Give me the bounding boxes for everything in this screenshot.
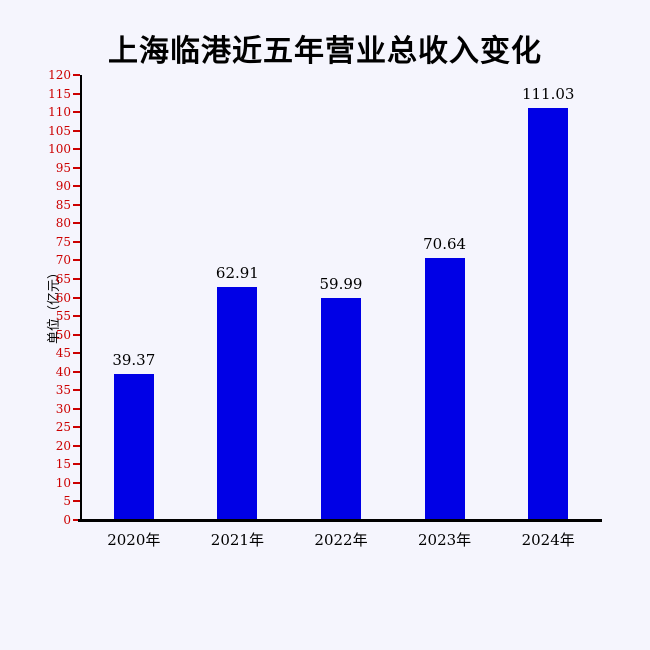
bar-value-label: 111.03 bbox=[521, 85, 575, 104]
y-tick-label: 45 bbox=[55, 346, 71, 361]
y-tick-label: 95 bbox=[55, 160, 71, 175]
y-tick-label: 120 bbox=[48, 68, 71, 82]
y-tick-mark bbox=[73, 259, 80, 262]
bar bbox=[528, 108, 569, 520]
y-tick-label: 65 bbox=[55, 271, 71, 286]
y-tick-label: 55 bbox=[55, 309, 71, 324]
y-tick-mark bbox=[73, 203, 80, 206]
y-tick-label: 75 bbox=[55, 234, 71, 249]
y-tick-label: 90 bbox=[55, 179, 71, 194]
y-tick-label: 85 bbox=[55, 197, 71, 212]
y-tick-label: 20 bbox=[55, 438, 71, 453]
y-tick-mark bbox=[73, 129, 80, 132]
y-axis-line bbox=[80, 75, 82, 522]
y-tick-mark bbox=[73, 166, 80, 169]
y-tick-mark bbox=[73, 92, 80, 95]
y-tick-label: 10 bbox=[55, 475, 71, 490]
y-tick-mark bbox=[73, 222, 80, 225]
y-tick-label: 25 bbox=[55, 420, 71, 435]
bar bbox=[113, 374, 154, 520]
y-tick-label: 40 bbox=[55, 364, 71, 379]
y-tick-mark bbox=[73, 333, 80, 336]
y-tick-mark bbox=[73, 315, 80, 318]
chart-title: 上海临港近五年营业总收入变化 bbox=[108, 35, 542, 68]
y-tick-label: 0 bbox=[63, 513, 71, 527]
y-tick-mark bbox=[73, 407, 80, 410]
x-category-label: 2023年 bbox=[418, 531, 472, 549]
x-category-label: 2024年 bbox=[521, 531, 575, 549]
bar bbox=[217, 286, 258, 520]
y-tick-mark bbox=[73, 296, 80, 299]
bar-value-label: 70.64 bbox=[423, 235, 467, 254]
bar bbox=[424, 258, 465, 520]
y-tick-mark bbox=[73, 111, 80, 114]
y-tick-mark bbox=[73, 444, 80, 447]
y-tick-label: 35 bbox=[55, 383, 71, 398]
y-tick-label: 15 bbox=[55, 457, 71, 472]
bar-value-label: 62.91 bbox=[215, 263, 259, 282]
bar-value-label: 39.37 bbox=[112, 351, 156, 369]
y-tick-label: 70 bbox=[55, 253, 71, 268]
y-tick-label: 60 bbox=[55, 290, 71, 305]
y-tick-mark bbox=[73, 500, 80, 503]
y-tick-mark bbox=[73, 185, 80, 188]
y-tick-mark bbox=[73, 370, 80, 373]
y-tick-label: 105 bbox=[48, 123, 71, 138]
y-tick-label: 115 bbox=[48, 86, 71, 101]
y-tick-mark bbox=[73, 481, 80, 484]
y-tick-mark bbox=[73, 463, 80, 466]
bar bbox=[321, 297, 361, 520]
y-tick-label: 50 bbox=[55, 327, 71, 342]
y-tick-mark bbox=[73, 426, 80, 429]
y-tick-mark bbox=[73, 240, 80, 243]
x-axis-line bbox=[78, 519, 602, 522]
y-tick-label: 110 bbox=[48, 105, 71, 120]
y-tick-label: 30 bbox=[55, 401, 71, 416]
x-category-label: 2022年 bbox=[314, 531, 368, 549]
y-tick-label: 80 bbox=[55, 216, 71, 231]
y-tick-mark bbox=[73, 352, 80, 355]
y-tick-mark bbox=[73, 74, 80, 76]
bar-value-label: 59.99 bbox=[319, 274, 363, 293]
y-tick-label: 100 bbox=[48, 142, 71, 157]
y-tick-mark bbox=[73, 389, 80, 392]
x-category-label: 2021年 bbox=[210, 531, 264, 549]
y-tick-mark bbox=[73, 277, 80, 280]
x-category-label: 2020年 bbox=[107, 531, 161, 549]
y-tick-mark bbox=[73, 148, 80, 151]
y-tick-label: 5 bbox=[63, 494, 71, 509]
y-tick-mark bbox=[73, 519, 80, 521]
